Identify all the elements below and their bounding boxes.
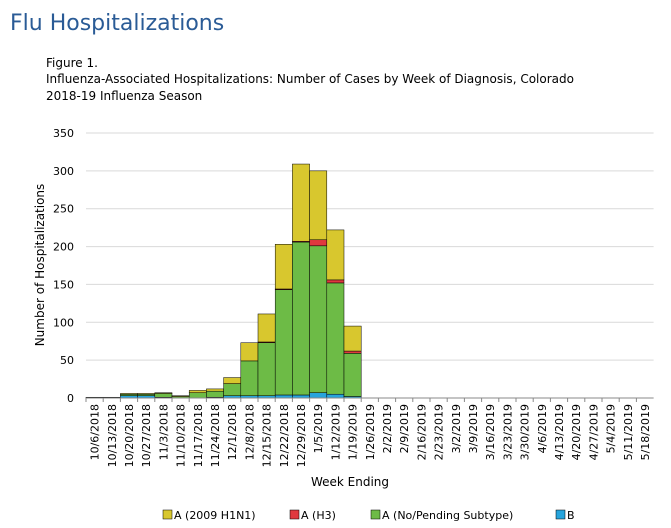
y-tick-label: 100	[53, 316, 74, 329]
legend-swatch	[289, 509, 300, 520]
bar-segment	[240, 360, 259, 396]
bar-segment	[171, 395, 190, 397]
legend-label: B	[567, 509, 575, 522]
x-tick-label: 12/1/2018	[226, 404, 239, 460]
x-tick-label: 2/23/2019	[433, 404, 446, 460]
bar-segment	[343, 325, 362, 352]
y-tick-label: 350	[53, 127, 74, 140]
x-tick-label: 1/26/2019	[364, 404, 377, 460]
x-tick-label: 3/2/2019	[450, 404, 463, 453]
bar-segment	[223, 383, 242, 396]
bar-segment	[292, 163, 310, 242]
y-tick-label: 150	[53, 278, 74, 291]
bar-segment	[274, 289, 293, 396]
y-tick-label: 300	[53, 165, 74, 178]
chart-title: Influenza-Associated Hospitalizations: N…	[46, 72, 574, 86]
y-tick-label: 200	[53, 241, 74, 254]
x-tick-label: 10/13/2018	[106, 404, 119, 467]
x-tick-label: 3/23/2019	[501, 404, 514, 460]
bar-segment	[120, 393, 138, 395]
page-title: Flu Hospitalizations	[10, 11, 224, 36]
y-axis-title: Number of Hospitalizations	[33, 184, 47, 347]
x-tick-label: 3/16/2019	[484, 404, 497, 460]
bar-segment	[326, 229, 345, 281]
x-tick-label: 11/3/2018	[157, 404, 170, 460]
legend-label: A (2009 H1N1)	[174, 509, 256, 522]
x-tick-label: 12/8/2018	[243, 404, 256, 460]
x-tick-label: 3/30/2019	[519, 404, 532, 460]
x-tick-label: 12/15/2018	[261, 404, 274, 467]
x-axis-title: Week Ending	[311, 475, 389, 489]
legend-swatch	[555, 509, 566, 520]
x-tick-label: 2/2/2019	[381, 404, 394, 453]
y-tick-label: 0	[67, 392, 74, 405]
x-tick-label: 11/17/2018	[192, 404, 205, 467]
x-tick-label: 4/27/2019	[587, 404, 600, 460]
x-tick-label: 4/6/2019	[536, 404, 549, 453]
bar-segment	[257, 342, 276, 396]
x-tick-label: 4/13/2019	[553, 404, 566, 460]
bar-segment	[188, 390, 207, 393]
x-tick-label: 11/24/2018	[209, 404, 222, 467]
y-tick-label: 50	[60, 354, 74, 367]
bar-segment	[223, 377, 242, 384]
bar-segment	[343, 353, 362, 397]
x-tick-label: 5/4/2019	[605, 404, 618, 453]
bar-segment	[206, 390, 224, 398]
x-tick-label: 10/27/2018	[140, 404, 153, 467]
legend-swatch	[162, 509, 173, 520]
x-tick-label: 5/18/2019	[639, 404, 652, 460]
x-tick-label: 12/29/2018	[295, 404, 308, 467]
legend-label: A (No/Pending Subtype)	[382, 509, 513, 522]
x-tick-label: 3/9/2019	[467, 404, 480, 453]
bar-segment	[309, 239, 328, 247]
x-tick-label: 10/6/2018	[89, 404, 102, 460]
bar-segment	[188, 392, 207, 399]
chart-title: 2018-19 Influenza Season	[46, 89, 202, 103]
legend-label: A (H3)	[301, 509, 336, 522]
chart-title: Figure 1.	[46, 56, 98, 70]
bar-segment	[292, 241, 310, 396]
bar-segment	[326, 282, 345, 395]
bar-segment	[309, 170, 328, 241]
x-tick-label: 1/5/2019	[312, 404, 325, 453]
bar-segment	[274, 244, 293, 290]
x-tick-label: 2/9/2019	[398, 404, 411, 453]
x-tick-label: 11/10/2018	[175, 404, 188, 467]
x-tick-label: 12/22/2018	[278, 404, 291, 467]
bar-segment	[309, 245, 328, 393]
bar-segment	[154, 392, 173, 394]
x-tick-label: 4/20/2019	[570, 404, 583, 460]
bar-segment	[240, 342, 259, 362]
bar-segment	[137, 393, 156, 395]
legend-swatch	[370, 509, 381, 520]
bar-segment	[206, 388, 224, 392]
bar-segment	[326, 393, 345, 399]
bar-segment	[257, 313, 276, 343]
y-tick-label: 250	[53, 203, 74, 216]
x-tick-label: 5/11/2019	[622, 404, 635, 460]
bar-segment	[309, 392, 328, 399]
x-tick-label: 10/20/2018	[123, 404, 136, 467]
x-tick-label: 1/12/2019	[329, 404, 342, 460]
bar-segment	[326, 279, 345, 284]
bar-segment	[343, 350, 362, 354]
x-tick-label: 1/19/2019	[347, 404, 360, 460]
x-tick-label: 2/16/2019	[415, 404, 428, 460]
bar-segment	[154, 393, 173, 398]
